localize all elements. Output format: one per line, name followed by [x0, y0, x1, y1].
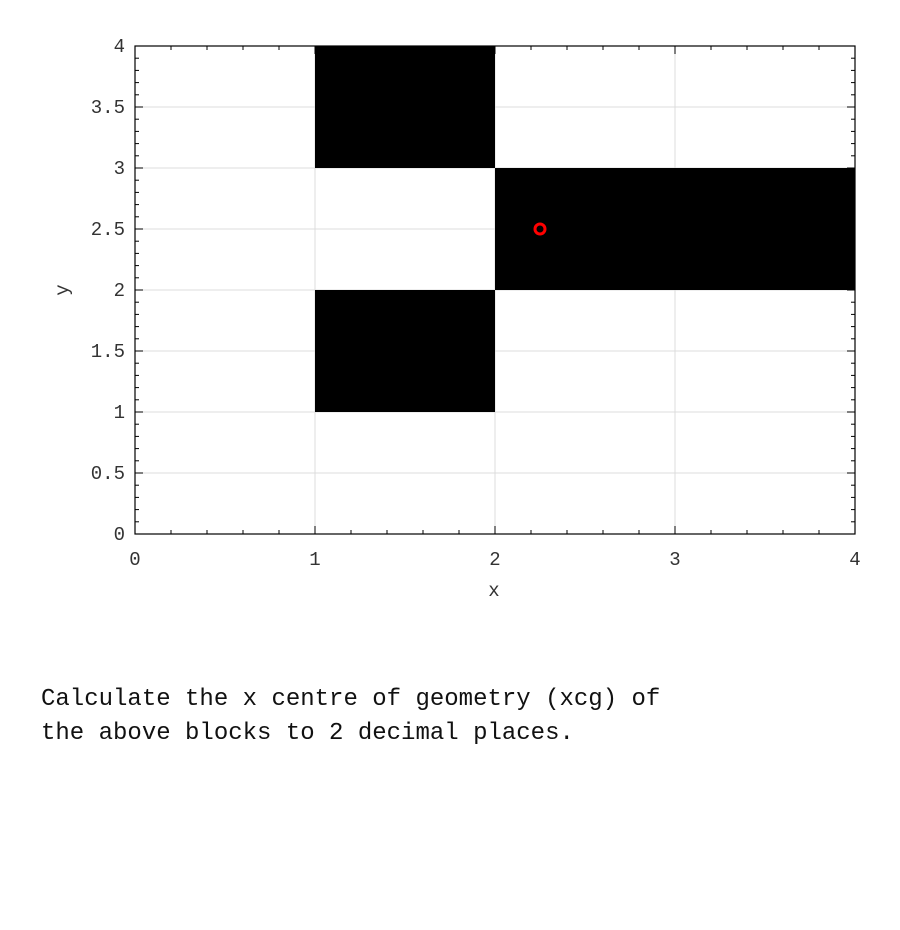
axes: 0 1 2 3 4 0 0.5 1 1.5 2 2.5 3 3.5 4	[91, 36, 861, 571]
block	[315, 290, 495, 412]
y-tick-label: 1	[114, 402, 125, 424]
marker-layer	[533, 222, 547, 236]
x-tick-label: 3	[669, 549, 680, 571]
x-tick-label: 1	[309, 549, 320, 571]
y-tick-label: 4	[114, 36, 125, 58]
y-tick-label: 3.5	[91, 97, 125, 119]
y-axis-label: y	[52, 284, 74, 295]
block	[495, 168, 855, 290]
y-tick-label: 0	[114, 524, 125, 546]
x-axis-label: x	[488, 580, 499, 602]
y-tick-label: 2	[114, 280, 125, 302]
x-tick-label: 4	[849, 549, 860, 571]
block	[315, 46, 495, 168]
centroid-marker	[533, 222, 547, 236]
x-tick-label: 0	[129, 549, 140, 571]
x-tick-label: 2	[489, 549, 500, 571]
blocks	[315, 46, 855, 412]
y-tick-label: 0.5	[91, 463, 125, 485]
blocks-plot: 0 1 2 3 4 0 0.5 1 1.5 2 2.5 3 3.5 4 x y	[52, 36, 861, 602]
y-tick-label: 2.5	[91, 219, 125, 241]
y-tick-label: 1.5	[91, 341, 125, 363]
question-text: Calculate the x centre of geometry (xcg)…	[41, 686, 661, 747]
y-tick-label: 3	[114, 158, 125, 180]
